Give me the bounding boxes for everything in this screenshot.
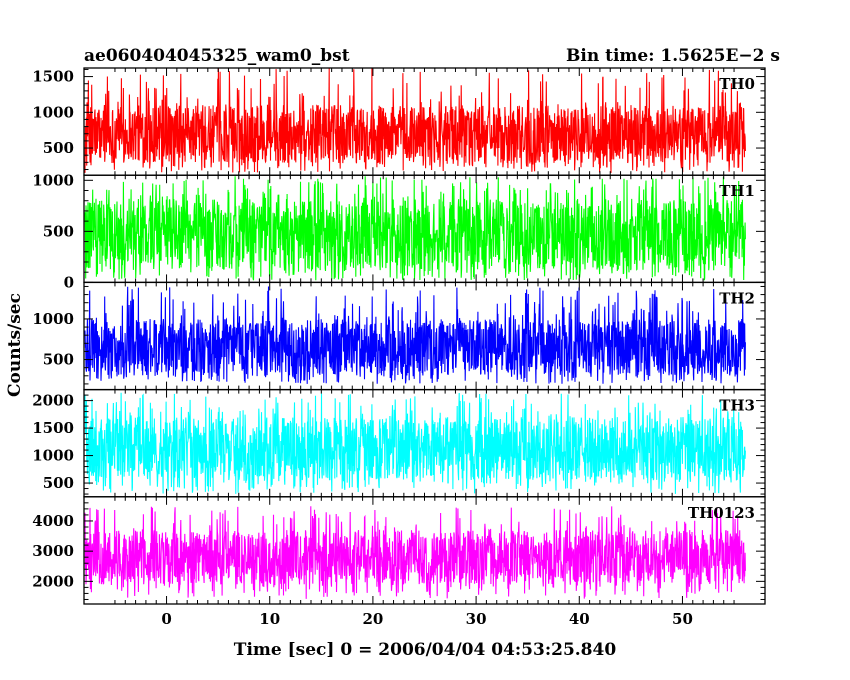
panel-label-th1: TH1 — [719, 182, 755, 200]
x-axis-label: Time [sec] 0 = 2006/04/04 04:53:25.840 — [234, 640, 617, 660]
x-tick-label: 0 — [161, 610, 171, 628]
panel-th3: 500 1000 1500 2000 TH3 — [32, 388, 766, 498]
y-tick-label: 500 — [43, 139, 74, 157]
series-th0123 — [84, 506, 746, 599]
y-axis-label: Counts/sec — [5, 293, 25, 397]
x-tick-label: 40 — [569, 610, 590, 628]
series-th2 — [84, 286, 746, 384]
y-tick-label: 1000 — [32, 171, 74, 189]
panel-th0123: 2000 3000 4000 TH0123 — [32, 496, 766, 605]
y-tick-label: 1500 — [32, 68, 74, 86]
panel-th2: 500 1000 TH2 — [32, 281, 766, 391]
series-th0 — [84, 68, 746, 173]
y-tick-label: 500 — [43, 474, 74, 492]
chart-title-right: Bin time: 1.5625E−2 s — [566, 46, 780, 66]
panel-label-th3: TH3 — [719, 397, 755, 415]
x-axis: 0 10 20 30 40 50 — [161, 610, 693, 628]
y-tick-label: 1500 — [32, 419, 74, 437]
series-th1 — [84, 176, 746, 281]
x-tick-label: 50 — [672, 610, 693, 628]
y-tick-label: 1000 — [32, 103, 74, 121]
y-tick-label: 1000 — [32, 310, 74, 328]
y-tick-label: 0 — [64, 273, 74, 291]
panel-label-th2: TH2 — [719, 289, 755, 307]
y-tick-label: 1000 — [32, 447, 74, 465]
y-tick-label: 4000 — [32, 512, 74, 530]
y-tick-label: 500 — [43, 351, 74, 369]
y-tick-label: 2000 — [32, 392, 74, 410]
y-tick-label: 2000 — [32, 572, 74, 590]
y-tick-label: 3000 — [32, 542, 74, 560]
panels-group: 500 1000 1500 TH0 0 500 1000 TH1 500 1000 TH2 500 10… — [32, 67, 766, 605]
x-tick-label: 10 — [259, 610, 280, 628]
panel-label-th0123: TH0123 — [688, 504, 755, 522]
panel-th0: 500 1000 1500 TH0 — [32, 67, 766, 176]
series-th3 — [84, 392, 746, 494]
x-tick-label: 20 — [362, 610, 383, 628]
panel-th1: 0 500 1000 TH1 — [32, 171, 766, 291]
x-tick-label: 30 — [466, 610, 487, 628]
panel-label-th0: TH0 — [719, 75, 755, 93]
chart-title-left: ae060404045325_wam0_bst — [84, 46, 350, 66]
y-tick-label: 500 — [43, 222, 74, 240]
